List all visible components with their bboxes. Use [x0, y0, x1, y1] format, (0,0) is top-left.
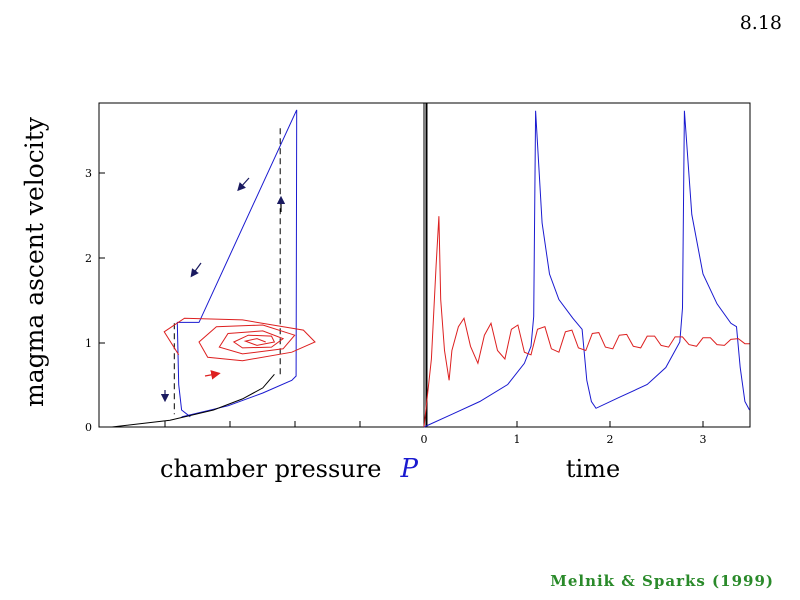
phase-y-tick-labels: 0 1 2 3	[85, 167, 92, 434]
phase-y-ticks	[99, 172, 105, 344]
phase-x-ticks	[164, 421, 361, 427]
series-line-eruption-cycles	[423, 110, 750, 428]
slide-number: 8.18	[740, 12, 782, 34]
series-line-damped-oscillation	[163, 317, 316, 362]
series-line-damped-oscillation	[423, 216, 750, 428]
time-x-tick-label: 3	[700, 433, 707, 446]
time-plot-frame	[423, 102, 751, 428]
time-x-ticks	[516, 421, 704, 427]
x-axis-label-pressure: chamber pressure P	[160, 454, 419, 484]
phase-y-tick-label: 2	[85, 252, 92, 265]
time-plot-series	[423, 110, 750, 428]
x-axis-label-time: time	[566, 455, 620, 483]
phase-y-tick-label: 3	[85, 167, 92, 180]
time-x-tick-label: 1	[514, 433, 521, 446]
p-symbol: P	[400, 454, 419, 484]
phase-plot-series	[111, 109, 316, 428]
phase-y-tick-label: 1	[85, 337, 92, 350]
phase-y-tick-label: 0	[85, 421, 92, 434]
time-x-tick-label: 2	[607, 433, 614, 446]
y-axis-label: magma ascent velocity	[20, 116, 49, 407]
phase-direction-arrows	[160, 177, 286, 403]
time-x-tick-labels: 0 1 2 3	[421, 433, 707, 446]
series-line-fold-curve	[111, 373, 275, 428]
arrow-down-icon	[237, 177, 250, 192]
phase-plot-frame	[98, 102, 427, 428]
series-line-limit-cycle-eruption-	[176, 109, 298, 418]
arrow-right-icon	[204, 370, 221, 380]
arrow-down-icon	[190, 262, 202, 278]
citation: Melnik & Sparks (1999)	[550, 572, 774, 590]
x-axis-label-text: chamber pressure	[160, 455, 381, 483]
time-x-tick-label: 0	[421, 433, 428, 446]
